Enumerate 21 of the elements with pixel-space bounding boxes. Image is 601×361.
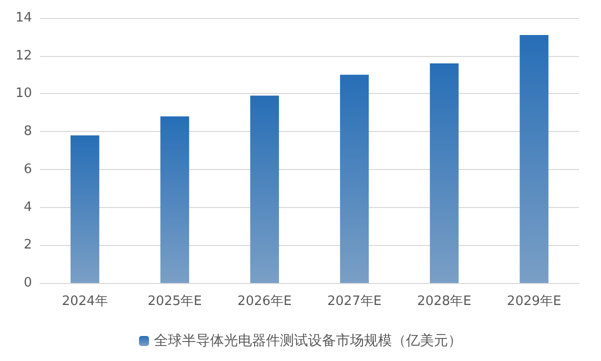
bar <box>70 135 100 283</box>
x-tick-label: 2026年E <box>237 294 292 309</box>
legend-label: 全球半导体光电器件测试设备市场规模（亿美元） <box>154 333 462 349</box>
y-tick-label: 4 <box>24 200 32 215</box>
bar <box>520 35 548 283</box>
bar <box>430 63 459 283</box>
bar <box>250 96 279 283</box>
y-tick-label: 2 <box>24 238 32 253</box>
y-tick-label: 8 <box>24 124 32 140</box>
y-tick-label: 14 <box>15 10 32 26</box>
y-tick-label: 12 <box>15 48 32 64</box>
bar <box>340 74 369 283</box>
x-tick-label: 2028年E <box>417 294 472 309</box>
bar <box>160 116 190 283</box>
x-tick-label: 2027年E <box>327 294 382 309</box>
x-tick-label: 2029年E <box>506 294 562 309</box>
y-tick-label: 6 <box>24 162 32 177</box>
y-tick-label: 0 <box>24 276 32 290</box>
x-tick-label: 2025年E <box>148 294 202 309</box>
y-tick-label: 10 <box>15 86 32 102</box>
x-tick-label: 2024年 <box>62 294 108 309</box>
